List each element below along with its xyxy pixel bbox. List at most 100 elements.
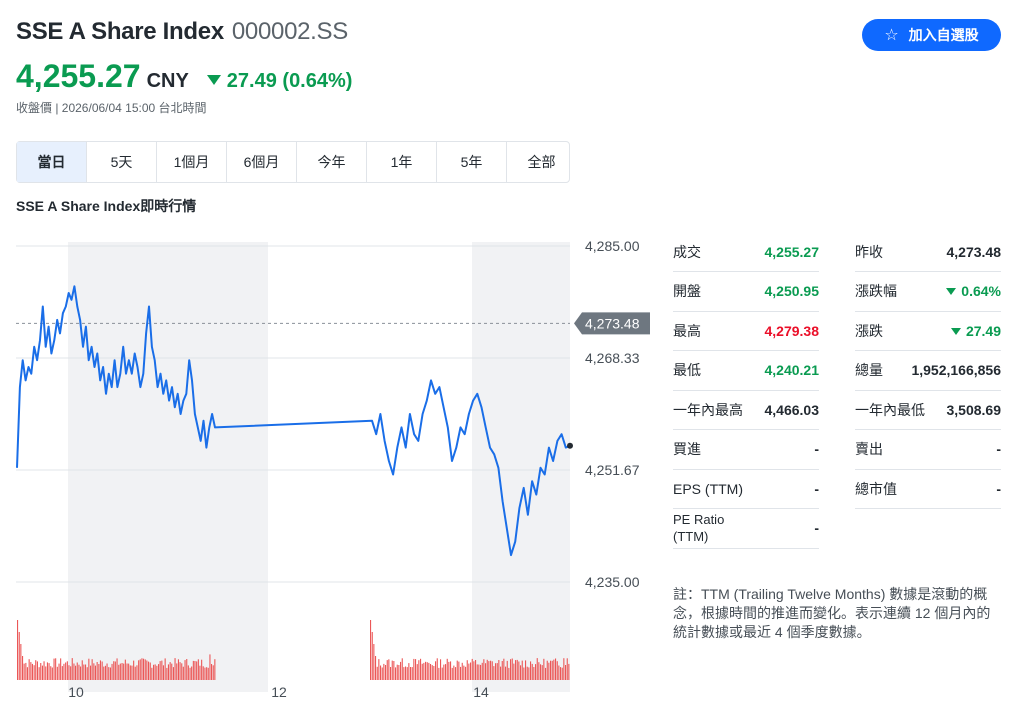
- volume-bar: [506, 660, 508, 680]
- volume-bar: [440, 659, 442, 680]
- tab-1[interactable]: 當日: [17, 142, 87, 182]
- stat-value-text: 4,255.27: [764, 243, 820, 260]
- volume-bar: [536, 658, 538, 680]
- volume-bar: [546, 660, 548, 680]
- volume-bar: [428, 662, 430, 680]
- volume-bar: [206, 667, 208, 680]
- volume-bar: [498, 660, 500, 680]
- volume-bar: [541, 665, 543, 680]
- tab-4[interactable]: 6個月: [227, 142, 297, 182]
- volume-bar: [463, 665, 465, 680]
- volume-bar: [406, 667, 408, 680]
- volume-bar: [161, 660, 163, 680]
- volume-bar: [113, 661, 115, 680]
- volume-bar: [111, 663, 113, 680]
- volume-bar: [530, 661, 532, 680]
- volume-bar: [453, 665, 455, 680]
- volume-bar: [93, 663, 95, 680]
- price-change-value: 27.49 (0.64%): [226, 70, 353, 92]
- volume-bar: [174, 658, 176, 680]
- volume-bar: [86, 667, 88, 680]
- stat-value: 3,508.69: [947, 402, 1002, 418]
- close-info: 收盤價 | 2026/06/04 15:00 台北時間: [16, 101, 207, 115]
- volume-bar: [540, 664, 542, 680]
- volume-bar: [166, 667, 168, 680]
- volume-bar: [197, 659, 199, 680]
- stat-value: 4,255.27: [765, 244, 820, 260]
- volume-bar: [136, 665, 138, 680]
- volume-bar: [510, 659, 512, 680]
- tab-5[interactable]: 今年: [297, 142, 367, 182]
- volume-bar: [431, 665, 433, 680]
- volume-bar: [98, 664, 100, 680]
- stat-value: 1,952,166,856: [911, 362, 1001, 378]
- volume-bar: [138, 660, 140, 680]
- stat-value: 4,279.38: [765, 323, 820, 339]
- volume-bar: [550, 660, 552, 680]
- stat-value-text: -: [996, 480, 1001, 497]
- x-tick-label: 12: [271, 684, 287, 700]
- volume-bar: [119, 663, 121, 680]
- stat-value-text: 4,250.95: [764, 283, 820, 299]
- volume-bar: [159, 661, 161, 680]
- down-arrow-icon: [950, 327, 961, 335]
- volume-bar: [75, 665, 77, 680]
- volume-bar: [139, 659, 141, 680]
- tab-6[interactable]: 1年: [367, 142, 437, 182]
- add-to-watchlist-button[interactable]: ☆ 加入自選股: [862, 19, 1001, 51]
- star-icon: ☆: [884, 27, 899, 44]
- stat-row: PE Ratio (TTM) -: [673, 509, 819, 549]
- tab-3[interactable]: 1個月: [157, 142, 227, 182]
- volume-bar: [118, 664, 120, 680]
- tab-8[interactable]: 全部: [527, 154, 556, 170]
- stat-value: 27.49: [950, 323, 1001, 339]
- stat-label: 最高: [673, 322, 701, 339]
- tab-2[interactable]: 5天: [87, 142, 157, 182]
- volume-bar: [451, 667, 453, 680]
- volume-bar: [500, 666, 502, 680]
- stat-row: 一年內最低 3,508.69: [855, 390, 1001, 430]
- volume-bar: [106, 663, 108, 680]
- volume-bar: [158, 664, 160, 680]
- stat-value-text: 1,952,166,856: [911, 362, 1001, 378]
- stat-value-text: 4,273.48: [946, 243, 1002, 260]
- volume-bar: [48, 663, 50, 680]
- volume-bar: [212, 665, 214, 680]
- stat-value: -: [814, 520, 819, 536]
- volume-bar: [91, 659, 93, 680]
- volume-bar: [131, 665, 133, 680]
- volume-bar: [96, 662, 98, 680]
- tab-7[interactable]: 5年: [437, 142, 507, 182]
- volume-bar: [485, 663, 487, 680]
- volume-bar: [146, 660, 148, 680]
- volume-bar: [505, 666, 507, 680]
- volume-bar: [43, 661, 45, 680]
- stat-label: 買進: [673, 441, 701, 457]
- volume-bar: [378, 659, 380, 680]
- y-tick-label: 4,268.33: [585, 350, 640, 366]
- volume-bar: [493, 666, 495, 680]
- stat-value: -: [814, 441, 819, 457]
- volume-bar: [36, 661, 38, 680]
- stat-value-text: 0.64%: [961, 283, 1001, 299]
- volume-bar: [393, 661, 395, 680]
- stat-value: 4,273.48: [947, 244, 1002, 260]
- volume-bar: [181, 663, 183, 680]
- stat-value: 4,240.21: [765, 362, 820, 378]
- intraday-chart[interactable]: 4,285.00 4,268.33 4,251.67 4,235.00 4,273.48…: [0, 230, 660, 720]
- volume-bar: [83, 664, 85, 680]
- volume-bar: [443, 664, 445, 680]
- volume-bar: [209, 654, 211, 680]
- volume-bar: [421, 663, 423, 680]
- volume-bar: [528, 667, 530, 680]
- volume-bar: [172, 667, 174, 680]
- volume-bar: [45, 666, 47, 680]
- volume-bar: [17, 620, 19, 680]
- volume-bar: [503, 658, 505, 680]
- stat-label: 一年內最低: [855, 401, 925, 418]
- stat-row: 最高 4,279.38: [673, 311, 819, 351]
- stat-label: PE Ratio (TTM): [673, 512, 725, 544]
- volume-bar: [423, 662, 425, 680]
- volume-bar: [371, 632, 373, 680]
- volume-bar: [425, 661, 427, 680]
